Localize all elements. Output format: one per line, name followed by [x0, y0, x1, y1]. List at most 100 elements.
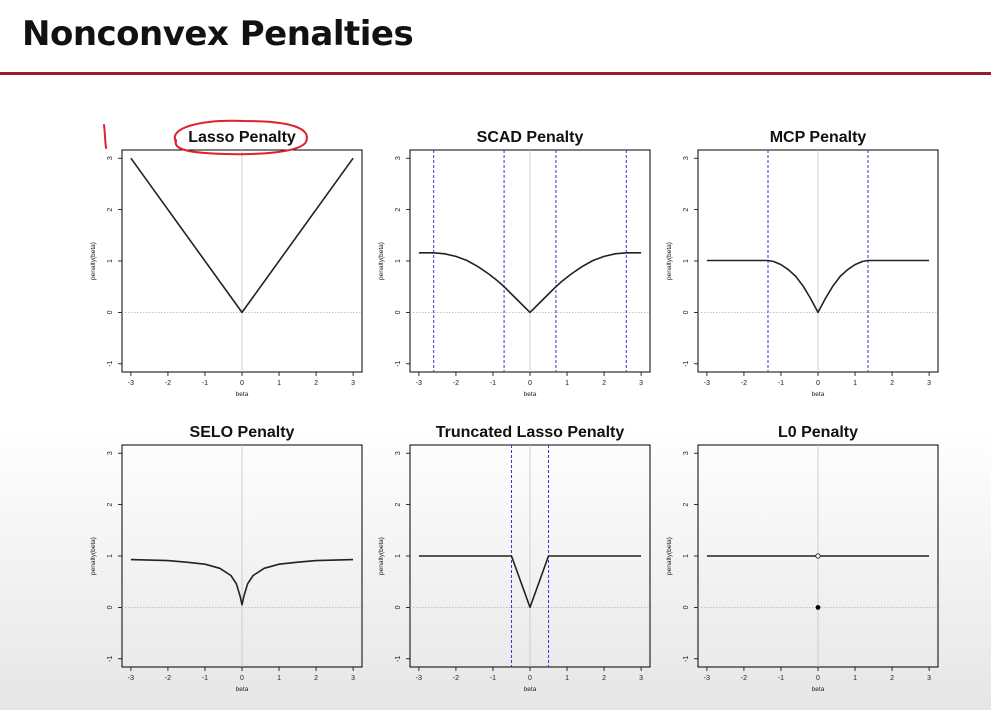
x-tick-label: -2 — [453, 675, 459, 682]
y-axis-label: penalty(beta) — [90, 242, 97, 280]
y-tick-label: 1 — [107, 259, 114, 263]
y-tick-label: 2 — [395, 208, 402, 212]
y-tick-label: 1 — [395, 259, 402, 263]
y-axis-label: penalty(beta) — [378, 242, 385, 280]
y-tick-label: 2 — [683, 503, 690, 507]
plot-panel-5: Truncated Lasso Penalty -3 -2 -1 0 1 2 3 -1 0 1 2 3 b… — [378, 424, 651, 693]
x-tick-label: -1 — [490, 380, 496, 387]
x-axis-label: beta — [236, 686, 249, 693]
x-axis-label: beta — [524, 391, 537, 398]
slide-title: Nonconvex Penalties — [22, 14, 414, 54]
y-tick-label: -1 — [107, 361, 114, 367]
penalty-curve — [130, 558, 354, 606]
title-divider — [0, 72, 991, 75]
x-tick-label: -2 — [741, 380, 747, 387]
x-tick-label: -3 — [416, 380, 422, 387]
y-tick-label: 0 — [683, 605, 690, 609]
x-tick-label: 3 — [351, 675, 355, 682]
x-axis-label: beta — [812, 686, 825, 693]
x-tick-label: 0 — [240, 380, 244, 387]
y-tick-label: 3 — [107, 451, 114, 455]
plot-title: Lasso Penalty — [188, 129, 296, 146]
x-tick-label: 2 — [890, 675, 894, 682]
plot-panel-4: SELO Penalty -3 -2 -1 0 1 2 3 -1 0 1 2 3 beta penalty(… — [90, 424, 363, 693]
x-tick-label: -2 — [741, 675, 747, 682]
x-tick-label: 0 — [816, 380, 820, 387]
y-tick-label: 3 — [107, 156, 114, 160]
y-tick-label: -1 — [683, 656, 690, 662]
x-tick-label: 0 — [816, 675, 820, 682]
penalty-curve — [706, 259, 930, 314]
penalty-curve — [130, 157, 354, 314]
x-tick-label: 1 — [277, 380, 281, 387]
plot-title: Truncated Lasso Penalty — [436, 424, 625, 441]
x-tick-label: 2 — [890, 380, 894, 387]
y-tick-label: 3 — [683, 451, 690, 455]
y-tick-label: -1 — [395, 656, 402, 662]
plot-panel-6: L0 Penalty -3 -2 -1 0 1 2 3 -1 0 1 2 3 beta penalty(be… — [666, 424, 939, 693]
x-tick-label: -1 — [490, 675, 496, 682]
plot-title: L0 Penalty — [778, 424, 858, 441]
y-tick-label: -1 — [395, 361, 402, 367]
handwritten-tick-mark — [103, 124, 107, 149]
y-tick-label: 1 — [107, 554, 114, 558]
x-tick-label: 1 — [565, 380, 569, 387]
x-tick-label: -2 — [165, 675, 171, 682]
x-tick-label: 3 — [639, 675, 643, 682]
y-tick-label: 2 — [683, 208, 690, 212]
x-tick-label: -3 — [704, 675, 710, 682]
x-tick-label: -2 — [165, 380, 171, 387]
x-tick-label: 0 — [240, 675, 244, 682]
x-tick-label: 1 — [277, 675, 281, 682]
x-axis-label: beta — [524, 686, 537, 693]
y-tick-label: 0 — [107, 310, 114, 314]
y-axis-label: penalty(beta) — [666, 537, 673, 575]
plot-panel-3: MCP Penalty -3 -2 -1 0 1 2 3 -1 0 1 2 3 beta penalty(b… — [666, 129, 939, 398]
x-tick-label: 1 — [853, 380, 857, 387]
y-tick-label: 3 — [395, 451, 402, 455]
x-tick-label: 3 — [927, 380, 931, 387]
x-axis-label: beta — [812, 391, 825, 398]
x-tick-label: -1 — [202, 675, 208, 682]
y-tick-label: 1 — [395, 554, 402, 558]
x-tick-label: 1 — [565, 675, 569, 682]
x-tick-label: 3 — [351, 380, 355, 387]
x-tick-label: -2 — [453, 380, 459, 387]
y-tick-label: 2 — [107, 503, 114, 507]
x-tick-label: 0 — [528, 380, 532, 387]
handwritten-circle-annotation — [173, 119, 308, 156]
x-tick-label: 2 — [602, 675, 606, 682]
x-tick-label: -3 — [704, 380, 710, 387]
y-tick-label: 0 — [395, 605, 402, 609]
y-tick-label: 0 — [395, 310, 402, 314]
x-tick-label: 3 — [927, 675, 931, 682]
x-axis-label: beta — [236, 391, 249, 398]
x-tick-label: 2 — [314, 380, 318, 387]
y-tick-label: 2 — [395, 503, 402, 507]
x-tick-label: -1 — [778, 380, 784, 387]
x-tick-label: 1 — [853, 675, 857, 682]
y-tick-label: 1 — [683, 554, 690, 558]
y-axis-label: penalty(beta) — [666, 242, 673, 280]
x-tick-label: -3 — [128, 380, 134, 387]
y-tick-label: -1 — [683, 361, 690, 367]
plot-panel-1: Lasso Penalty -3 -2 -1 0 1 2 3 -1 0 1 2 3 beta penalty… — [90, 129, 363, 398]
plot-title: SELO Penalty — [190, 424, 295, 441]
y-axis-label: penalty(beta) — [378, 537, 385, 575]
open-point — [815, 553, 821, 559]
x-tick-label: -1 — [202, 380, 208, 387]
x-tick-label: 2 — [314, 675, 318, 682]
x-tick-label: 2 — [602, 380, 606, 387]
x-tick-label: -1 — [778, 675, 784, 682]
y-tick-label: 3 — [395, 156, 402, 160]
plot-title: SCAD Penalty — [477, 129, 584, 146]
x-tick-label: 3 — [639, 380, 643, 387]
y-tick-label: 0 — [683, 310, 690, 314]
filled-point — [815, 604, 821, 610]
x-tick-label: -3 — [416, 675, 422, 682]
penalty-curve — [418, 252, 642, 314]
x-tick-label: -3 — [128, 675, 134, 682]
y-tick-label: 2 — [107, 208, 114, 212]
plot-title: MCP Penalty — [770, 129, 867, 146]
